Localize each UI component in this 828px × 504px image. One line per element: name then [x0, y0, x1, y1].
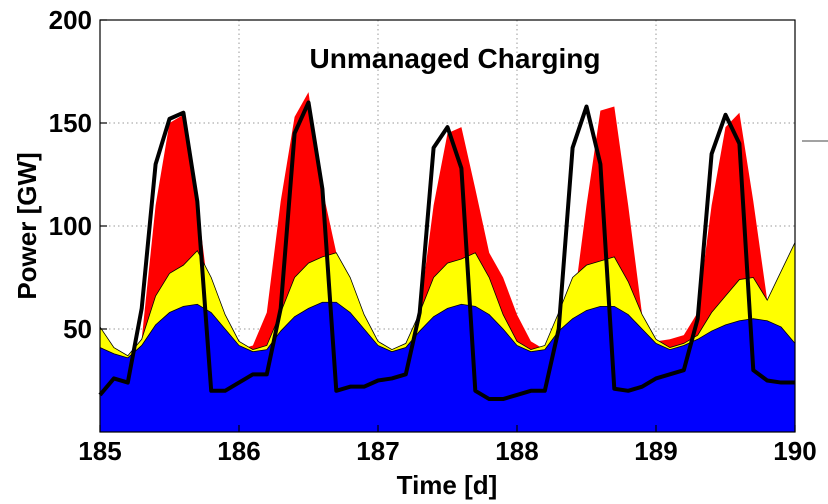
y-tick-label: 200: [49, 5, 92, 35]
area-series-0: [99, 301, 796, 433]
chart-title: Unmanaged Charging: [310, 43, 601, 74]
x-tick-label: 186: [217, 436, 260, 466]
x-tick-label: 187: [356, 436, 399, 466]
y-tick-label: 50: [63, 314, 92, 344]
x-tick-label: 188: [495, 436, 538, 466]
x-axis-label: Time [d]: [397, 470, 498, 500]
y-tick-label: 150: [49, 108, 92, 138]
x-tick-label: 185: [78, 436, 121, 466]
x-tick-label: 190: [773, 436, 816, 466]
y-tick-label: 100: [49, 211, 92, 241]
x-tick-label: 189: [634, 436, 677, 466]
line-series: [98, 100, 795, 402]
y-axis-label: Power [GW]: [12, 152, 42, 299]
